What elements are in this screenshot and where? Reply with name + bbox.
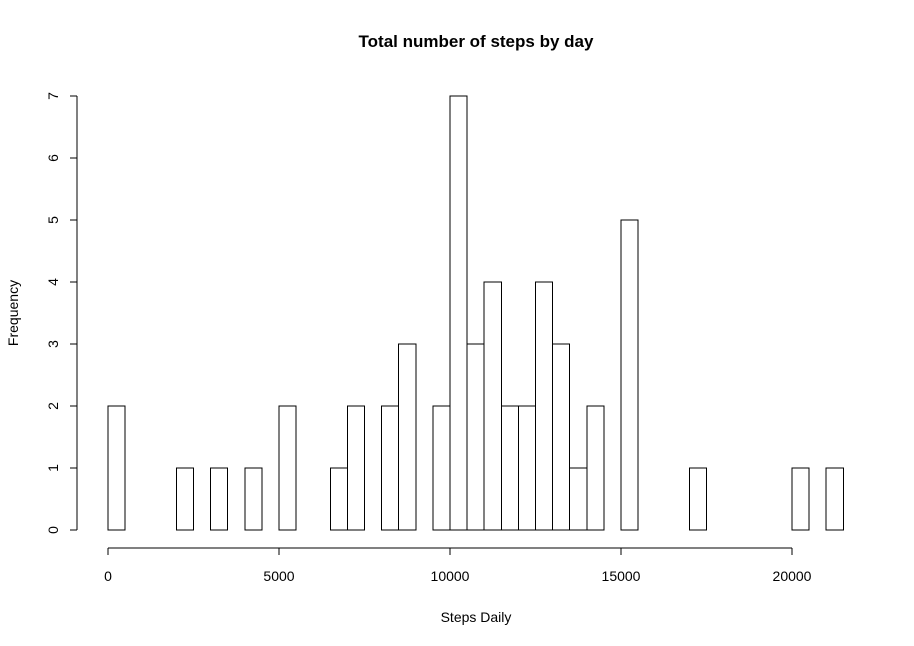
histogram-bar [278,405,297,531]
y-tick-label: 7 [45,92,61,100]
histogram-bar [466,343,485,531]
histogram-bar [688,467,708,531]
histogram-bar [398,343,417,531]
histogram-bar [535,281,554,531]
x-tick-label: 0 [104,568,112,584]
y-axis-label: Frequency [5,280,21,346]
x-tick-label: 5000 [263,568,294,584]
histogram-bar [346,405,365,531]
histogram-bar [517,405,537,531]
histogram-bar [620,219,639,531]
histogram-bar [569,467,588,531]
histogram-bar [175,467,194,531]
x-axis: 0 5000 10000 15000 20000 [104,547,812,584]
chart-title: Total number of steps by day [359,32,594,51]
histogram-bar [107,405,126,531]
histogram-bar [500,405,519,531]
x-tick-label: 15000 [602,568,641,584]
x-tick-label: 10000 [431,568,470,584]
bars-group [107,95,844,531]
y-tick-label: 1 [45,464,61,472]
y-tick-label: 2 [45,402,61,410]
histogram-bar [381,405,400,531]
histogram-bar [329,467,348,531]
y-axis: 0 1 2 3 4 5 6 7 [45,92,78,534]
histogram-bar [210,467,229,531]
histogram-bar [552,343,571,531]
histogram-bar [244,467,263,531]
histogram-bar [791,467,810,531]
y-tick-label: 3 [45,340,61,348]
histogram-bar [449,95,468,531]
histogram-bar [825,467,844,531]
histogram-bar [586,405,605,531]
y-tick-label: 0 [45,526,61,534]
histogram-bar [432,405,451,531]
y-tick-label: 4 [45,278,61,286]
histogram-bar [483,281,502,531]
y-tick-label: 5 [45,216,61,224]
y-tick-label: 6 [45,154,61,162]
x-tick-label: 20000 [773,568,812,584]
x-axis-label: Steps Daily [441,609,512,625]
